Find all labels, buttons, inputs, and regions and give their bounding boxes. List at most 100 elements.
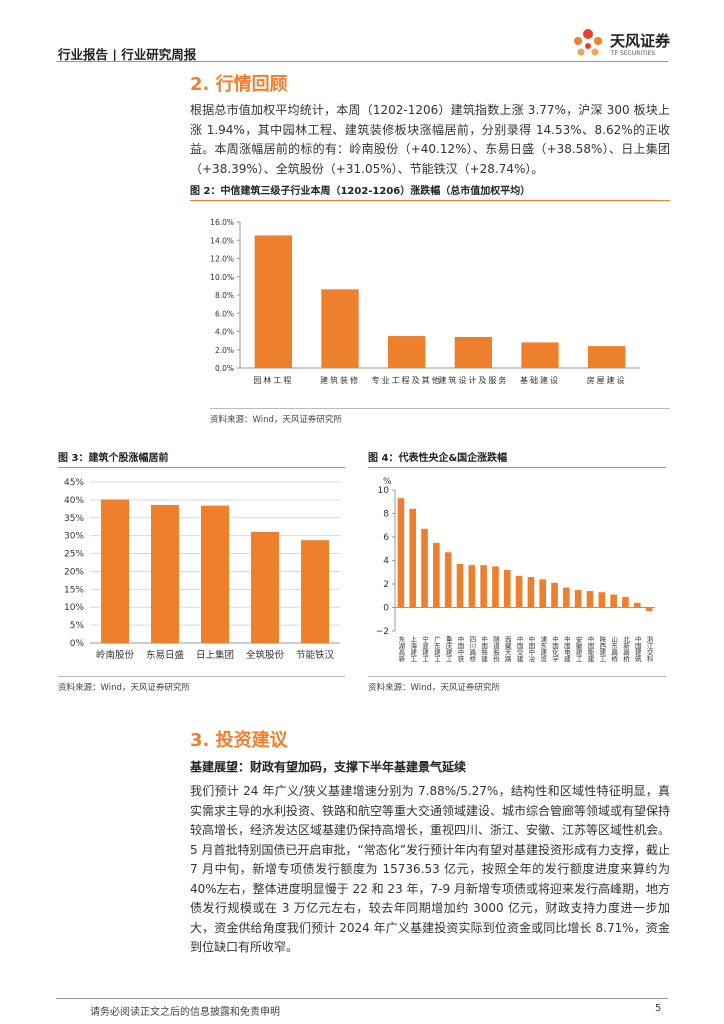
- x-tick-label: 上海建工: [409, 635, 417, 663]
- x-tick-label: 浦东建设: [539, 635, 547, 664]
- x-tick-label: 广东建工: [432, 635, 440, 663]
- y-tick-label: 6: [383, 533, 389, 543]
- y-tick-label: 6.0%: [215, 309, 234, 318]
- y-tick-label: 0.0%: [215, 364, 234, 373]
- y-tick-label: 2.0%: [215, 346, 234, 355]
- logo-en: TF SECURITIES: [611, 50, 656, 57]
- bar: [444, 552, 452, 608]
- bar: [454, 336, 492, 368]
- x-tick-label: 山东路桥: [610, 635, 618, 664]
- figure-source: 资料来源：Wind，天风证券研究所: [210, 408, 670, 425]
- y-tick-label: 25%: [64, 550, 84, 560]
- header-rule: [56, 61, 668, 62]
- x-tick-label: 陕西建工: [598, 635, 606, 663]
- x-tick-label: 中国电建: [562, 635, 570, 664]
- figure-caption: 图 3：建筑个股涨幅居前: [58, 449, 345, 468]
- x-tick-label: 全筑股份: [246, 649, 285, 661]
- y-tick-label: 4.0%: [215, 328, 234, 337]
- y-tick-label: 12.0%: [210, 255, 234, 264]
- bar: [551, 582, 558, 608]
- x-tick-label: 东易日盛: [146, 649, 185, 661]
- bar: [101, 499, 129, 643]
- y-tick-label: 0: [383, 604, 389, 614]
- x-tick-label: 岭南股份: [96, 649, 135, 661]
- y-tick-label: 40%: [64, 496, 84, 506]
- paragraph: 我们预计 24 年广义/狭义基建增速分别为 7.88%/5.27%，结构性和区域…: [190, 784, 671, 954]
- bar: [539, 579, 547, 608]
- x-tick-label: 东湖高新: [397, 635, 405, 664]
- y-tick-label: 8: [383, 510, 389, 520]
- bar: [421, 528, 428, 608]
- subheading: 基建展望：财政有望加码，支撑下半年基建景气延续: [190, 760, 467, 774]
- figure-caption: 图 2：中信建筑三级子行业本周（1202-1206）涨跌幅（总市值加权平均）: [190, 182, 670, 201]
- chart: −2 0 2 4 6 8 10% 东湖高新 上海建工 宁波建工 广东建工 重庆建工 中国中铁 四川路桥 中国…: [376, 477, 655, 664]
- y-tick-label: 10%: [64, 603, 84, 613]
- y-tick-label: 30%: [64, 532, 84, 542]
- bar: [409, 508, 417, 608]
- section-title: 3. 投资建议: [190, 730, 288, 751]
- y-unit: %: [383, 477, 392, 487]
- bar: [151, 504, 179, 643]
- bar: [574, 589, 582, 608]
- bar: [527, 576, 535, 608]
- x-tick-label: 中国能建: [586, 635, 594, 664]
- bar: [468, 565, 476, 608]
- y-tick-label: 4: [383, 557, 389, 567]
- y-tick-label: 20%: [64, 567, 84, 577]
- y-tick-label: 15%: [64, 585, 84, 595]
- bar: [503, 569, 511, 608]
- x-tick-label: 建筑设计及服务: [438, 375, 508, 385]
- y-tick-label: 10: [378, 486, 390, 496]
- y-tick-label: 0%: [70, 639, 85, 649]
- bar: [433, 542, 440, 608]
- y-tick-label: 2: [383, 580, 389, 590]
- y-tick-label: 8.0%: [215, 291, 234, 300]
- bar: [301, 540, 329, 643]
- bar: [645, 607, 653, 612]
- x-tick-label: 房屋建设: [587, 375, 627, 385]
- bar: [563, 587, 570, 608]
- figure-source: 资料来源：Wind，天风证券研究所: [368, 676, 666, 693]
- bar: [521, 342, 559, 368]
- y-tick-label: −2: [376, 627, 389, 637]
- chart: 0.0% 2.0% 4.0% 6.0% 8.0% 10.0% 12.0% 14.0% 16.0%…: [210, 218, 640, 385]
- x-tick-label: 中国中铁: [456, 635, 464, 664]
- footer-rule: [56, 998, 668, 999]
- x-tick-label: 园林工程: [253, 375, 293, 385]
- bar: [388, 336, 426, 368]
- x-tick-label: 宁波建工: [421, 635, 429, 663]
- section-title: 2. 行情回顾: [190, 74, 288, 95]
- paragraph: 根据总市值加权平均统计，本周（1202-1206）建筑指数上涨 3.77%，沪深…: [190, 103, 670, 176]
- header-title: 行业报告 | 行业研究周报: [58, 47, 197, 62]
- x-tick-label: 中国建筑: [633, 635, 641, 664]
- footer-disclaimer: 请务必阅读正文之后的信息披露和免责申明: [90, 1007, 280, 1018]
- bar: [588, 346, 626, 368]
- x-tick-label: 四川路桥: [468, 636, 476, 664]
- x-tick-label: 中国化学: [551, 635, 559, 663]
- y-tick-label: 5%: [70, 621, 85, 631]
- bar: [480, 565, 487, 608]
- bar: [586, 591, 594, 608]
- bar: [622, 596, 629, 608]
- bar: [201, 505, 229, 643]
- logo-mark: [574, 29, 602, 56]
- x-tick-label: 节能铁汉: [296, 649, 335, 661]
- y-tick-label: 16.0%: [210, 218, 234, 227]
- x-tick-label: 基础建设: [520, 375, 560, 385]
- x-tick-label: 重庆建工: [444, 636, 452, 663]
- logo-name: 天风证券: [610, 32, 671, 50]
- x-tick-label: 中国中冶: [527, 635, 535, 664]
- x-tick-label: 专业工程及其他: [372, 375, 442, 385]
- bar: [492, 566, 499, 608]
- bar: [633, 602, 641, 608]
- figure-source: 资料来源：Wind，天风证券研究所: [58, 676, 345, 693]
- x-tick-label: 浙江交科: [645, 635, 653, 664]
- bar: [515, 575, 523, 608]
- y-tick-label: 14.0%: [210, 236, 234, 245]
- chart: 0% 5% 10% 15% 20% 25% 30% 35% 40% 45% 岭南股份 东易日盛 日上集团…: [64, 478, 340, 661]
- y-tick-label: 45%: [64, 478, 84, 488]
- y-tick-label: 35%: [64, 514, 84, 524]
- bar: [251, 531, 279, 643]
- bar: [598, 592, 606, 608]
- x-tick-label: 安徽建工: [574, 635, 582, 663]
